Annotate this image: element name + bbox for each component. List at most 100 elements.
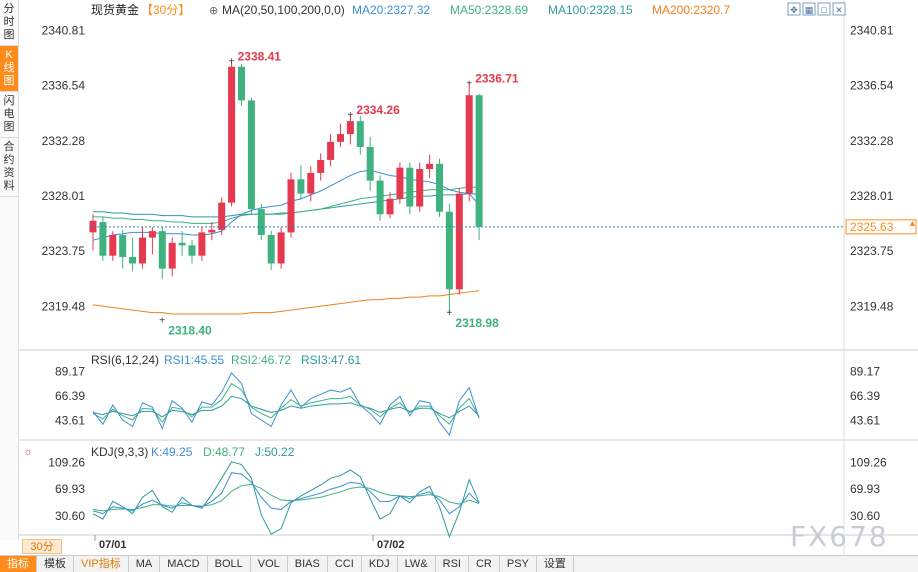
indicator-tab-10[interactable]: LW& [398, 556, 436, 572]
kdj-k-value: K:49.25 [151, 445, 193, 459]
rsi2-value: RSI2:46.72 [231, 353, 291, 367]
candle-body [247, 100, 255, 210]
indicator-tab-11[interactable]: RSI [436, 556, 469, 572]
sidebar-tab-2[interactable]: 闪电图 [0, 92, 18, 138]
move-icon-glyph: ✥ [790, 5, 798, 15]
candle-body [337, 134, 344, 142]
rsi3-line [92, 395, 480, 419]
kdj-tick-left: 69.93 [55, 482, 85, 496]
kdj-j-line [92, 461, 480, 539]
annotation-marker: + [159, 315, 165, 326]
y-tick-left: 2332.28 [42, 134, 86, 148]
price-annotation: 2318.40 [168, 323, 212, 337]
annotation-marker: + [347, 110, 353, 121]
rsi-tick-left: 89.17 [55, 365, 85, 379]
indicator-tab-9[interactable]: KDJ [362, 556, 398, 572]
indicator-tab-0[interactable]: 指标 [0, 556, 37, 572]
y-tick-right: 2328.01 [850, 189, 894, 203]
rsi-tick-left: 66.39 [55, 389, 85, 403]
square-icon [817, 2, 831, 16]
rsi-tick-right: 89.17 [850, 365, 880, 379]
rsi2-line [92, 382, 480, 426]
indicator-tab-1[interactable]: 模板 [37, 556, 74, 572]
candle-body [455, 193, 463, 290]
ma50-value: MA50:2328.69 [450, 3, 528, 17]
sidebar-tab-0[interactable]: 分时图 [0, 0, 18, 46]
rsi1-value: RSI1:45.55 [164, 353, 224, 367]
annotation-marker: + [466, 78, 472, 89]
rsi-title: RSI(6,12,24) [91, 353, 159, 367]
candle-body [208, 229, 216, 233]
rsi-tick-right: 43.61 [850, 413, 880, 427]
kdj-tick-left: 30.60 [55, 509, 85, 523]
period-tag[interactable]: 30分 [22, 539, 62, 554]
ma200-value: MA200:2320.7 [652, 3, 730, 17]
indicator-tab-12[interactable]: CR [469, 556, 500, 572]
candle-body [109, 235, 117, 256]
candle-body [376, 180, 384, 215]
price-annotation: 2334.26 [356, 103, 400, 117]
kdj-tick-right: 30.60 [850, 509, 880, 523]
kdj-j-value: J:50.22 [255, 445, 295, 459]
price-annotation: 2336.71 [475, 71, 519, 85]
y-tick-right: 2319.48 [850, 299, 894, 313]
ma100-value: MA100:2328.15 [548, 3, 633, 17]
date-label: 07/02 [377, 539, 405, 551]
candle-body [327, 141, 335, 160]
candle-body [267, 235, 275, 264]
indicator-tab-3[interactable]: MA [129, 556, 161, 572]
candle-body [356, 121, 364, 147]
candle-body [307, 172, 315, 194]
kdj-k-line [92, 472, 480, 515]
candle-body [148, 231, 156, 238]
rsi3-value: RSI3:47.61 [301, 353, 361, 367]
ma20-value: MA20:2327.32 [352, 3, 430, 17]
kdj-title: KDJ(9,3,3) [91, 445, 148, 459]
ma200-line [92, 290, 480, 315]
candle-body [277, 232, 285, 264]
annotation-marker: + [446, 308, 452, 319]
candle-body [99, 222, 107, 256]
indicator-tab-13[interactable]: PSY [500, 556, 537, 572]
indicator-tab-4[interactable]: MACD [160, 556, 208, 572]
price-annotation: 2338.41 [238, 49, 282, 63]
kdj-tick-right: 109.26 [850, 455, 887, 469]
candle-body [228, 66, 236, 203]
candle-body [129, 257, 137, 264]
candle-body [188, 245, 196, 256]
indicator-tab-bar: 指标 模板 VIP指标 MA MACD BOLL VOL BIAS CCI KDJ LW& RSI CR… [0, 555, 918, 572]
candle-body [257, 209, 265, 235]
rsi1-line [92, 371, 480, 437]
ma20-line [92, 169, 480, 241]
indicator-tab-5[interactable]: BOLL [208, 556, 251, 572]
indicator-tab-7[interactable]: BIAS [288, 556, 328, 572]
candle-body [445, 211, 453, 290]
candle-body [426, 163, 434, 169]
indicator-tab-8[interactable]: CCI [328, 556, 362, 572]
indicator-tab-14[interactable]: 设置 [537, 556, 574, 572]
last-price-label: 2325.63 [850, 220, 894, 234]
candle-body [366, 147, 374, 181]
candle-body [198, 232, 206, 256]
y-tick-right: 2336.54 [850, 79, 894, 93]
rsi-tick-left: 43.61 [55, 413, 85, 427]
candle-body [346, 121, 354, 135]
candle-body [158, 231, 166, 269]
indicator-tab-6[interactable]: VOL [251, 556, 288, 572]
candle-body [475, 95, 483, 227]
y-tick-left: 2328.01 [42, 189, 86, 203]
y-tick-left: 2340.81 [42, 23, 86, 37]
y-tick-left: 2336.54 [42, 79, 86, 93]
candle-body [139, 237, 146, 264]
candle-body [168, 242, 176, 269]
y-tick-right: 2323.75 [850, 244, 894, 258]
close-icon-glyph: ✕ [835, 5, 843, 15]
indicator-tab-2[interactable]: VIP指标 [74, 556, 129, 572]
candle-body [178, 242, 186, 246]
sidebar-tab-3[interactable]: 合约资料 [0, 138, 18, 197]
candle-body [238, 66, 245, 101]
last-price-arrow: ▲ [908, 218, 917, 228]
watermark: FX678 [790, 520, 889, 553]
candle-body [465, 95, 473, 194]
